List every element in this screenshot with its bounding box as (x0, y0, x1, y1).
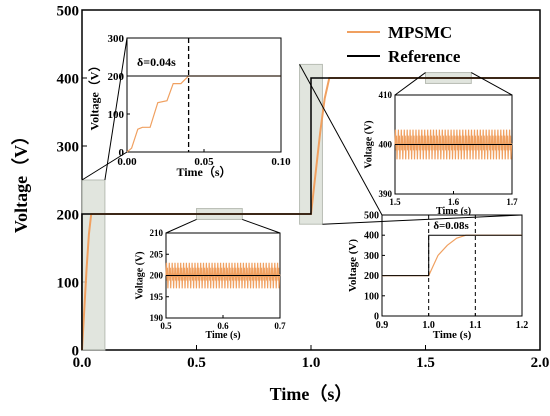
main-y-tick-label: 400 (57, 71, 80, 87)
legend: MPSMC Reference (347, 23, 461, 66)
inset-steady-200-x-tick-label: 0.7 (274, 321, 286, 331)
legend-label: MPSMC (388, 23, 452, 42)
inset-step-y-tick-label: 400 (364, 231, 379, 242)
inset-step-x-tick-label: 0.9 (376, 320, 389, 331)
inset-step-plot-frame (381, 214, 523, 317)
inset-start-x-tick-label: 0.00 (117, 156, 137, 168)
inset-step-y-axis-label: Voltage (V) (347, 239, 359, 292)
zoom-connector-line (165, 218, 197, 234)
inset-start-x-axis-label: Time（s） (176, 164, 231, 179)
zoom-connector-line (471, 72, 513, 96)
main-y-tick-label: 300 (57, 139, 80, 155)
main-y-tick-label: 200 (57, 207, 80, 223)
inset-start-x-tick-label: 0.05 (194, 156, 214, 168)
inset-steady-200-y-tick-label: 210 (150, 228, 164, 238)
inset-steady-400-x-tick-label: 1.5 (389, 197, 401, 207)
chart-inset-steady-200: 0.5 0.6 0.7 190 195 200 205 210 Time (s) Voltage … (135, 228, 287, 341)
inset-start-x-tick-label: 0.10 (271, 156, 291, 168)
zoom-connector-line (322, 214, 523, 225)
zoom-connector-line (394, 72, 426, 96)
main-y-tick-label: 100 (57, 275, 80, 291)
zoom-connector-line (242, 218, 281, 234)
inset-start-y-tick-label: 100 (108, 109, 125, 121)
inset-step-x-tick-label: 1.1 (469, 320, 482, 331)
inset-steady-200-y-tick-label: 195 (150, 292, 164, 302)
zoom-connector-line (81, 151, 128, 181)
zoom-connector-line (104, 37, 128, 181)
inset-step-x-axis-label: Time (s) (433, 329, 472, 341)
inset-step-y-tick-label: 100 (364, 291, 379, 302)
inset-steady-400-y-axis-label: Voltage (V) (364, 120, 375, 168)
inset-step-series-reference (382, 234, 522, 277)
settling-time-annotation: δ=0.08s (433, 220, 469, 232)
main-y-axis-label: Voltage（V） (11, 127, 31, 233)
inset-steady-200-x-axis-label: Time (s) (205, 330, 240, 341)
inset-steady-400-x-tick-label: 1.6 (448, 197, 460, 207)
inset-start-y-tick-label: 300 (108, 33, 125, 45)
chart-inset-steady-400: 1.5 1.6 1.7 390 400 410 Time (s) Voltage (V) (364, 90, 519, 217)
main-y-tick-label: 0 (72, 343, 80, 359)
inset-step-y-tick-label: 0 (374, 312, 379, 323)
inset-steady-400-y-tick-label: 400 (379, 140, 393, 150)
inset-step-x-tick-label: 1.2 (516, 320, 529, 331)
inset-steady-200-y-tick-label: 200 (150, 271, 164, 281)
settling-time-annotation: δ=0.04s (137, 55, 176, 69)
inset-steady-200-x-tick-label: 0.5 (160, 321, 172, 331)
main-x-tick-label: 0.5 (187, 355, 206, 371)
main-series-reference (81, 77, 540, 350)
inset-step-y-tick-label: 300 (364, 251, 379, 262)
zoom-window (81, 179, 106, 351)
inset-step-y-tick-label: 200 (364, 271, 379, 282)
main-x-tick-label: 1.0 (302, 355, 321, 371)
inset-start-y-tick-label: 0 (119, 147, 125, 159)
inset-steady-200-y-axis-label: Voltage (V) (135, 251, 146, 299)
inset-steady-400-x-tick-label: 1.7 (506, 197, 518, 207)
inset-steady-400-y-tick-label: 390 (379, 189, 393, 199)
inset-steady-400-y-tick-label: 410 (379, 90, 393, 100)
main-x-tick-label: 1.5 (416, 355, 435, 371)
main-y-tick-label: 500 (57, 3, 80, 19)
inset-steady-200-x-tick-label: 0.6 (217, 321, 229, 331)
inset-steady-200-y-tick-label: 205 (150, 249, 164, 259)
main-x-tick-label: 0.0 (73, 355, 92, 371)
inset-steady-200-y-tick-label: 190 (150, 313, 164, 323)
chart-inset-step: 0.9 1.0 1.1 1.2 0 100 200 300 400 500 Time (s) Volt… (347, 211, 528, 342)
inset-start-y-axis-label: Voltage（V） (86, 60, 101, 131)
legend-label: Reference (388, 47, 461, 66)
inset-step-y-tick-label: 500 (364, 211, 379, 222)
main-x-tick-label: 2.0 (531, 355, 550, 371)
main-x-axis-label: Time（s） (270, 384, 353, 404)
inset-steady-400-x-axis-label: Time (s) (436, 206, 471, 217)
inset-start-plot-frame (126, 37, 282, 153)
zoom-connector-line (299, 64, 383, 216)
inset-step-x-tick-label: 1.0 (422, 320, 435, 331)
zoom-connectors (81, 37, 523, 234)
inset-start-series-mpsmc (126, 75, 281, 153)
